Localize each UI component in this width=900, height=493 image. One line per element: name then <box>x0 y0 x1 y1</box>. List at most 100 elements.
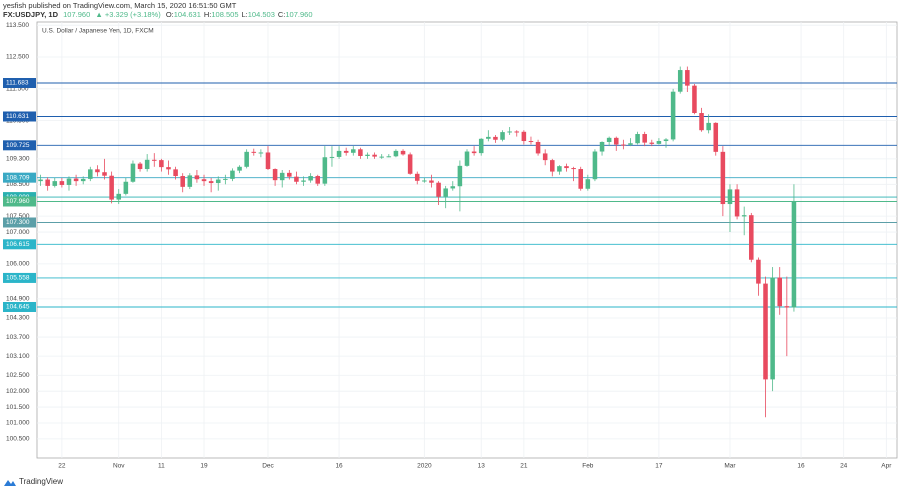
y-tick-label: 103.100 <box>6 353 30 360</box>
candle-body <box>379 156 384 158</box>
ohlc-key: L: <box>241 10 248 19</box>
y-tick-label: 103.700 <box>6 334 30 341</box>
last-price: 107.960 <box>63 10 91 19</box>
candle-body <box>784 306 790 308</box>
candle-body <box>137 163 143 170</box>
candle-body <box>564 166 569 169</box>
ohlc-key: H: <box>203 10 212 19</box>
candle-body <box>351 149 356 153</box>
candle-body <box>649 142 655 144</box>
candle-body <box>393 150 399 157</box>
candle-body <box>706 122 711 131</box>
candle-body <box>592 151 598 180</box>
grid <box>37 22 897 458</box>
x-tick-label: 2020 <box>417 463 432 470</box>
candle-body <box>322 157 328 184</box>
candle-body <box>791 201 797 308</box>
candle-body <box>457 165 463 187</box>
candle-body <box>123 181 129 194</box>
y-tick-label: 109.300 <box>6 156 30 163</box>
x-tick-label: 21 <box>520 463 528 470</box>
candle-body <box>52 181 58 186</box>
candle-body <box>194 175 200 180</box>
x-tick-label: 13 <box>478 463 486 470</box>
candle-body <box>102 172 107 176</box>
candle-body <box>734 189 740 217</box>
candle-body <box>635 134 640 144</box>
x-tick-label: 19 <box>200 463 208 470</box>
y-tick-label: 112.500 <box>6 54 29 61</box>
plot-frame <box>36 21 898 459</box>
change: ▲ +3.329 (+3.18%) <box>95 10 161 19</box>
candle-body <box>699 113 704 131</box>
candle-body <box>315 176 321 184</box>
candle-body <box>45 179 50 186</box>
price-box <box>3 78 36 89</box>
candle-body <box>542 153 548 161</box>
candle-body <box>251 151 257 153</box>
candle-body <box>365 154 370 156</box>
price-box <box>3 140 36 151</box>
candle-body <box>95 169 100 173</box>
axes: 113.500112.500111.500110.500109.300108.5… <box>3 22 892 470</box>
y-tick-label: 102.000 <box>6 388 30 395</box>
price-label: 107.300 <box>6 219 30 226</box>
y-tick-label: 100.500 <box>6 436 30 443</box>
candle-body <box>471 151 477 154</box>
price-box <box>3 111 36 122</box>
candle-body <box>507 131 512 133</box>
candle-body <box>414 173 420 181</box>
candle-body <box>329 156 335 158</box>
candle-body <box>201 179 207 182</box>
candle-body <box>656 141 662 144</box>
candle-body <box>741 215 747 217</box>
candle-body <box>621 144 626 146</box>
candle-body <box>756 259 761 284</box>
x-tick-label: Feb <box>582 463 594 470</box>
candle-body <box>116 193 122 200</box>
candle-body <box>599 141 605 152</box>
candle-body <box>514 131 520 133</box>
y-tick-label: 102.500 <box>6 372 30 379</box>
candle-body <box>557 166 562 172</box>
candle-body <box>173 169 178 177</box>
candle-body <box>663 139 669 142</box>
y-tick-label: 104.300 <box>6 315 30 322</box>
candle-body <box>685 70 690 86</box>
candle-body <box>727 189 733 205</box>
price-label: 111.683 <box>6 80 29 87</box>
candle-body <box>429 180 434 183</box>
candle-body <box>535 141 541 154</box>
candle-body <box>230 170 235 179</box>
price-label: 107.960 <box>6 198 30 205</box>
candle-body <box>187 175 193 187</box>
y-tick-label: 108.500 <box>6 181 30 188</box>
candle-body <box>613 137 619 145</box>
x-tick-label: 16 <box>797 463 805 470</box>
y-tick-label: 107.500 <box>6 213 30 220</box>
candle-body <box>571 168 576 170</box>
candle-body <box>777 277 783 307</box>
ohlc-key: C: <box>277 10 286 19</box>
ohlc-value: 104.631 <box>173 10 201 19</box>
candle-body <box>763 283 768 380</box>
candle-body <box>500 132 505 140</box>
price-label: 104.645 <box>6 304 30 311</box>
quote-line: FX:USDJPY, 1D 107.960 ▲ +3.329 (+3.18%) … <box>3 10 316 19</box>
candle-body <box>486 136 491 139</box>
price-label: 109.725 <box>6 142 30 149</box>
price-box <box>3 272 36 283</box>
candle-body <box>372 154 377 157</box>
header: yesfish published on TradingView.com, Ma… <box>3 1 316 19</box>
y-tick-label: 106.000 <box>6 261 30 268</box>
logo <box>4 479 16 486</box>
candle-body <box>272 169 278 181</box>
candle-body <box>670 91 676 140</box>
candle-body <box>73 178 79 182</box>
candle-body <box>407 154 413 174</box>
candle-body <box>59 181 65 185</box>
candle-body <box>628 143 633 145</box>
candle-body <box>400 150 406 155</box>
price-label: 110.631 <box>6 113 29 120</box>
